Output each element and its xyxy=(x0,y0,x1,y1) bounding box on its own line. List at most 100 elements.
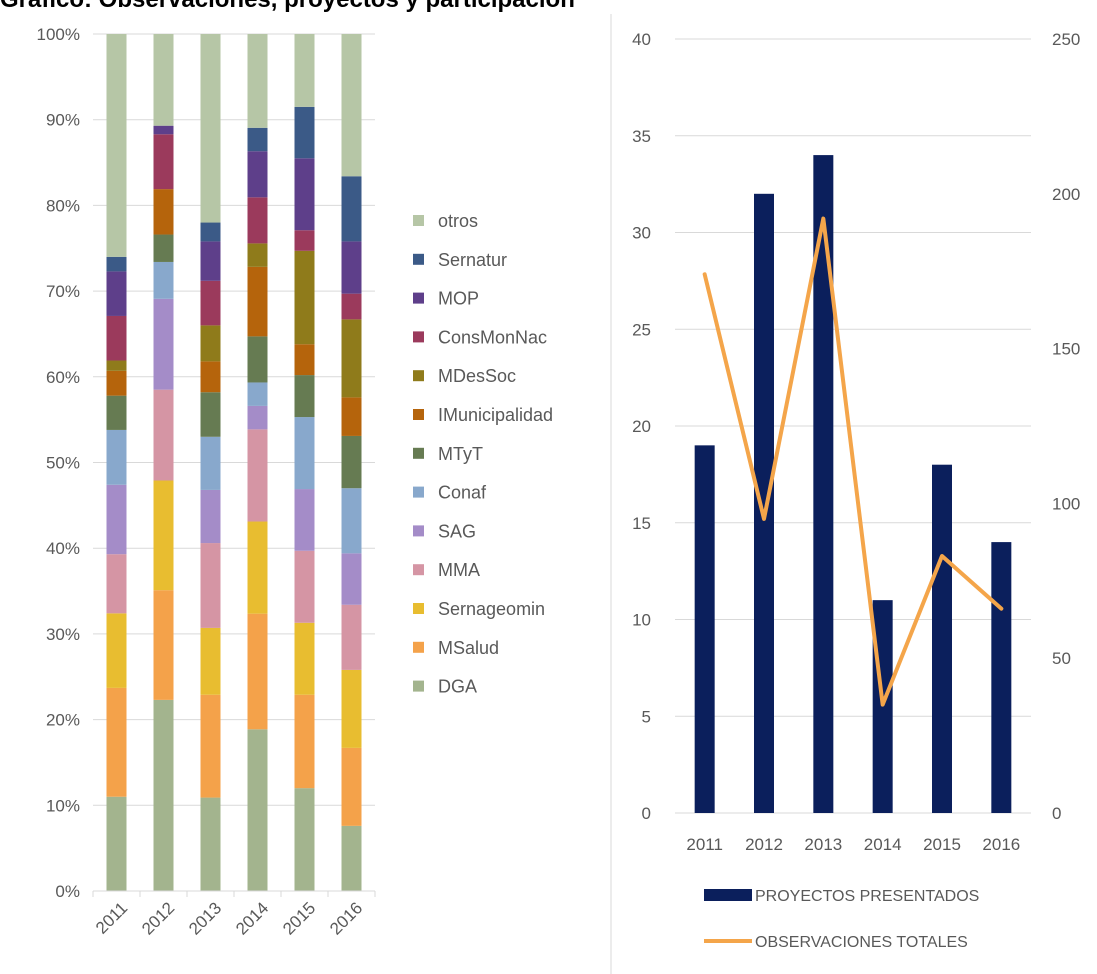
left-bar-segment xyxy=(200,543,221,628)
legend-label: otros xyxy=(438,211,478,231)
left-bar-segment xyxy=(294,344,315,376)
left-y-tick-label: 50% xyxy=(46,454,80,473)
right-line-series xyxy=(702,216,1004,707)
left-bar-segment xyxy=(247,34,268,128)
left-y-tick-label: 80% xyxy=(46,196,80,215)
left-bar-segment xyxy=(153,189,174,235)
right-y-tick-label: 10 xyxy=(632,611,651,630)
left-bar-segment xyxy=(247,336,268,383)
left-bar-segment xyxy=(294,230,315,251)
left-bar-segment xyxy=(106,271,127,316)
left-y-tick-label: 60% xyxy=(46,368,80,387)
right-y-tick-label: 25 xyxy=(632,320,651,339)
left-bar-segment xyxy=(200,797,221,891)
left-bar-segment xyxy=(294,34,315,107)
legend-label: ConsMonNac xyxy=(438,327,547,347)
left-bar-segment xyxy=(294,788,315,891)
left-x-tick-label: 2015 xyxy=(279,898,319,938)
left-bar-segment xyxy=(247,151,268,198)
left-bar-segment xyxy=(200,694,221,798)
left-bar-segment xyxy=(341,241,362,294)
legend-label: Sernageomin xyxy=(438,599,545,619)
left-bar-segment xyxy=(247,729,268,891)
left-bar-segment xyxy=(341,435,362,489)
legend-swatch xyxy=(413,447,424,459)
left-bar-segment xyxy=(200,436,221,490)
projects-bar xyxy=(813,155,834,814)
left-y-tick-label: 0% xyxy=(55,882,80,901)
legend-swatch xyxy=(413,486,424,498)
left-x-tick-label: 2013 xyxy=(185,898,225,938)
legend-label: MDesSoc xyxy=(438,366,516,386)
left-bar-segment xyxy=(294,250,315,345)
left-bar-segment xyxy=(106,796,127,891)
left-bar-segment xyxy=(200,489,221,544)
right-primary-y-axis: 0 5 10 15 20 25 30 35 40 xyxy=(632,30,651,823)
right-y2-tick-label: 50 xyxy=(1052,649,1071,668)
projects-bar xyxy=(754,193,774,814)
left-bar-segment xyxy=(106,315,127,361)
left-bar-segment xyxy=(153,261,174,299)
left-bar-segment xyxy=(106,370,127,396)
left-x-tick-label: 2016 xyxy=(326,898,366,938)
left-bar-segment xyxy=(247,429,268,522)
left-y-tick-label: 10% xyxy=(46,796,80,815)
left-bar-segment xyxy=(106,613,127,688)
left-y-tick-label: 90% xyxy=(46,111,80,130)
right-x-tick-label: 2015 xyxy=(923,835,961,854)
left-y-tick-label: 70% xyxy=(46,282,80,301)
legend-swatch-projects xyxy=(704,889,752,901)
left-bar-segment xyxy=(106,34,127,257)
left-bar-segment xyxy=(341,747,362,826)
left-bar-segment xyxy=(294,417,315,490)
right-x-tick-label: 2011 xyxy=(686,835,723,854)
left-bar-segment xyxy=(341,553,362,605)
legend-label: Conaf xyxy=(438,483,487,503)
projects-bar xyxy=(694,445,715,813)
right-y2-tick-label: 150 xyxy=(1052,340,1080,359)
left-x-tick-label: 2012 xyxy=(138,898,178,938)
left-bar-segment xyxy=(153,480,174,591)
legend-label: SAG xyxy=(438,521,476,541)
right-y-tick-label: 40 xyxy=(632,30,651,49)
left-bar-segment xyxy=(106,484,127,555)
left-bar-segment xyxy=(294,375,315,418)
left-x-axis: 2011 2012 2013 2014 2015 2016 xyxy=(92,890,376,939)
legend-swatch xyxy=(413,525,424,537)
left-bar-segment xyxy=(294,106,315,159)
left-bar-segment xyxy=(341,488,362,554)
left-bar-segment xyxy=(247,243,268,267)
left-bar-segment xyxy=(341,397,362,436)
right-y-tick-label: 35 xyxy=(632,127,651,146)
left-bar-segment xyxy=(106,395,127,430)
right-legend: PROYECTOS PRESENTADOS OBSERVACIONES TOTAL… xyxy=(704,888,979,951)
legend-swatch xyxy=(413,680,424,692)
left-bar-segment xyxy=(294,550,315,623)
left-bar-segment xyxy=(106,429,127,485)
left-bar-segment xyxy=(153,234,174,262)
left-bar-segment xyxy=(247,613,268,730)
left-bar-segment xyxy=(106,554,127,614)
left-bar-segment xyxy=(153,34,174,126)
left-bar-segment xyxy=(106,256,127,272)
left-bar-segment xyxy=(247,382,268,406)
left-bar-segment xyxy=(247,127,268,152)
left-x-tick-label: 2014 xyxy=(232,898,272,938)
right-y-tick-label: 5 xyxy=(642,707,651,726)
left-bar-segment xyxy=(200,325,221,362)
legend-label: MTyT xyxy=(438,444,483,464)
legend-swatch xyxy=(413,641,424,653)
right-y-tick-label: 15 xyxy=(632,514,651,533)
right-y-tick-label: 0 xyxy=(642,804,651,823)
left-bar-segment xyxy=(247,405,268,430)
legend-swatch xyxy=(413,292,424,304)
legend-swatch xyxy=(413,603,424,614)
left-x-tick-label: 2011 xyxy=(92,898,131,937)
left-bars xyxy=(106,34,362,891)
right-y2-tick-label: 100 xyxy=(1052,494,1080,513)
left-bar-segment xyxy=(200,361,221,393)
legend-label: IMunicipalidad xyxy=(438,405,553,425)
left-bar-segment xyxy=(341,669,362,748)
left-bar-segment xyxy=(200,241,221,281)
